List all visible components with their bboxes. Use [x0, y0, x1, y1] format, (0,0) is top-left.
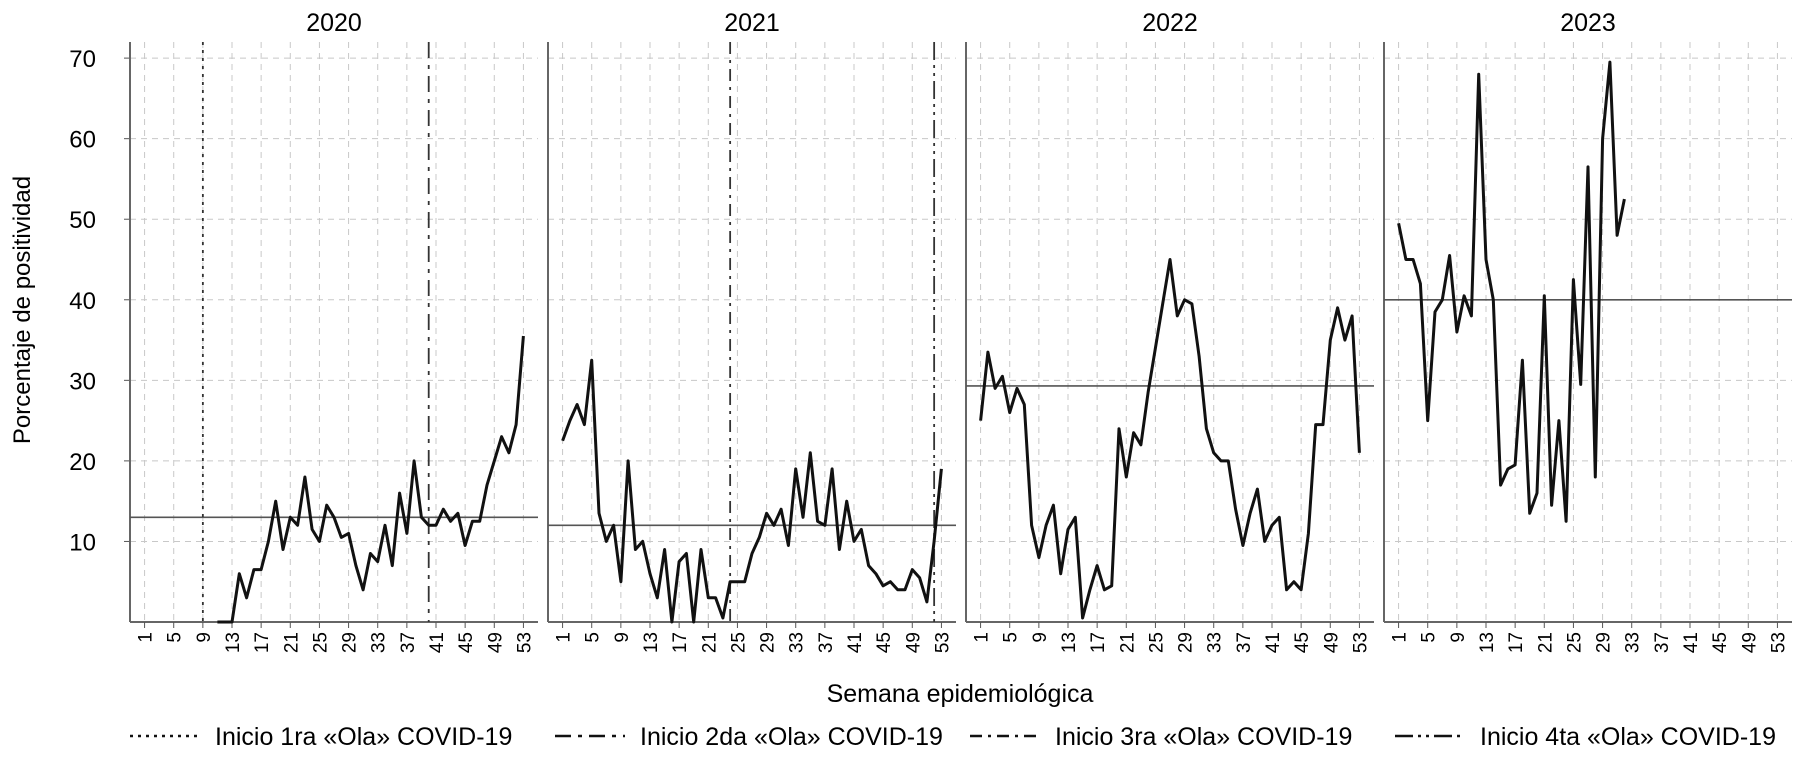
- x-tick-label: 1: [972, 632, 993, 643]
- series-line: [217, 335, 525, 624]
- x-tick-label: 5: [165, 632, 186, 643]
- x-tick-label: 53: [514, 632, 535, 653]
- x-tick-label: 45: [1710, 632, 1731, 653]
- x-tick-label: 45: [874, 632, 895, 653]
- legend-item: Inicio 2da «Ola» COVID-19: [555, 723, 943, 751]
- x-tick-label: 41: [427, 632, 448, 653]
- x-tick-label: 5: [1001, 632, 1022, 643]
- panel-2023: 2023 1 5 9 13 17 21 25 29 33 37 41 45 49 53: [1383, 9, 1792, 653]
- x-tick-label: 25: [1564, 632, 1585, 653]
- y-tick-label: 70: [69, 46, 96, 73]
- x-tick-label: 21: [1535, 632, 1556, 653]
- x-tick-label: 17: [1088, 632, 1109, 653]
- series-line: [979, 258, 1361, 620]
- x-tick-label: 1: [1390, 632, 1411, 643]
- panel-title: 2023: [1560, 9, 1616, 37]
- x-tick-label: 37: [1652, 632, 1673, 653]
- x-tick-label: 9: [1030, 632, 1051, 643]
- x-tick-label: 13: [1477, 632, 1498, 653]
- legend-label: Inicio 3ra «Ola» COVID-19: [1055, 723, 1352, 751]
- x-tick-label: 49: [1321, 632, 1342, 653]
- x-tick-label: 21: [1117, 632, 1138, 653]
- x-tick-label: 9: [1448, 632, 1469, 643]
- panel-title: 2021: [724, 9, 780, 37]
- y-tick-label: 40: [69, 288, 96, 315]
- x-tick-label: 33: [787, 632, 808, 653]
- x-tick-label: 45: [1292, 632, 1313, 653]
- x-tick-label: 1: [136, 632, 157, 643]
- x-tick-label: 21: [281, 632, 302, 653]
- x-tick-label: 37: [1234, 632, 1255, 653]
- x-tick-label: 41: [845, 632, 866, 653]
- legend-item: Inicio 4ta «Ola» COVID-19: [1395, 723, 1776, 751]
- x-tick-label: 21: [699, 632, 720, 653]
- x-tick-label: 29: [340, 632, 361, 653]
- x-tick-label: 53: [932, 632, 953, 653]
- y-tick-label: 10: [69, 529, 96, 556]
- x-tick-label: 53: [1350, 632, 1371, 653]
- series-line: [1397, 60, 1626, 523]
- x-tick-label: 49: [1739, 632, 1760, 653]
- legend-label: Inicio 4ta «Ola» COVID-19: [1480, 723, 1776, 751]
- x-tick-label: 49: [903, 632, 924, 653]
- x-tick-label: 1: [554, 632, 575, 643]
- x-tick-label: 17: [252, 632, 273, 653]
- x-tick-label: 29: [758, 632, 779, 653]
- x-tick-label: 25: [1146, 632, 1167, 653]
- y-tick-label: 20: [69, 449, 96, 476]
- legend-item: Inicio 3ra «Ola» COVID-19: [970, 723, 1352, 751]
- y-tick-label: 50: [69, 207, 96, 234]
- x-tick-label: 17: [1506, 632, 1527, 653]
- legend-item: Inicio 1ra «Ola» COVID-19: [130, 723, 512, 751]
- x-tick-label: 49: [485, 632, 506, 653]
- x-tick-label: 5: [583, 632, 604, 643]
- x-tick-label: 5: [1419, 632, 1440, 643]
- x-tick-label: 29: [1594, 632, 1615, 653]
- y-tick-label: 30: [69, 368, 96, 395]
- x-tick-label: 9: [612, 632, 633, 643]
- x-tick-label: 29: [1176, 632, 1197, 653]
- panel-title: 2022: [1142, 9, 1198, 37]
- x-tick-label: 13: [223, 632, 244, 653]
- x-tick-label: 37: [398, 632, 419, 653]
- x-tick-label: 33: [1623, 632, 1644, 653]
- series-line: [561, 358, 943, 624]
- x-tick-label: 17: [670, 632, 691, 653]
- panel-2022: 2022 1 5 9 13 17 21 25 29 33 37 41 45 49 53: [965, 9, 1374, 653]
- x-tick-label: 41: [1681, 632, 1702, 653]
- x-tick-label: 13: [1059, 632, 1080, 653]
- y-axis-label: Porcentaje de positividad: [9, 176, 36, 444]
- legend-label: Inicio 2da «Ola» COVID-19: [640, 723, 943, 751]
- x-tick-label: 33: [369, 632, 390, 653]
- legend: Inicio 1ra «Ola» COVID-19 Inicio 2da «Ola…: [130, 723, 1776, 751]
- x-tick-label: 25: [310, 632, 331, 653]
- x-axis-label: Semana epidemiológica: [827, 680, 1094, 708]
- x-tick-label: 25: [728, 632, 749, 653]
- x-tick-label: 41: [1263, 632, 1284, 653]
- y-tick-label: 60: [69, 127, 96, 154]
- panel-title: 2020: [306, 9, 362, 37]
- x-tick-label: 37: [816, 632, 837, 653]
- x-tick-label: 9: [194, 632, 215, 643]
- x-tick-label: 13: [641, 632, 662, 653]
- legend-label: Inicio 1ra «Ola» COVID-19: [215, 723, 512, 751]
- panel-2021: 2021 1 5 9 13 17 21 25 29 33 37 41 45 49 53: [547, 9, 956, 653]
- x-tick-label: 33: [1205, 632, 1226, 653]
- panel-2020: 2020 1 5 9 13 17 21 25 29 33 37 41 45 49 53: [129, 9, 538, 653]
- x-tick-label: 53: [1768, 632, 1789, 653]
- x-tick-label: 45: [456, 632, 477, 653]
